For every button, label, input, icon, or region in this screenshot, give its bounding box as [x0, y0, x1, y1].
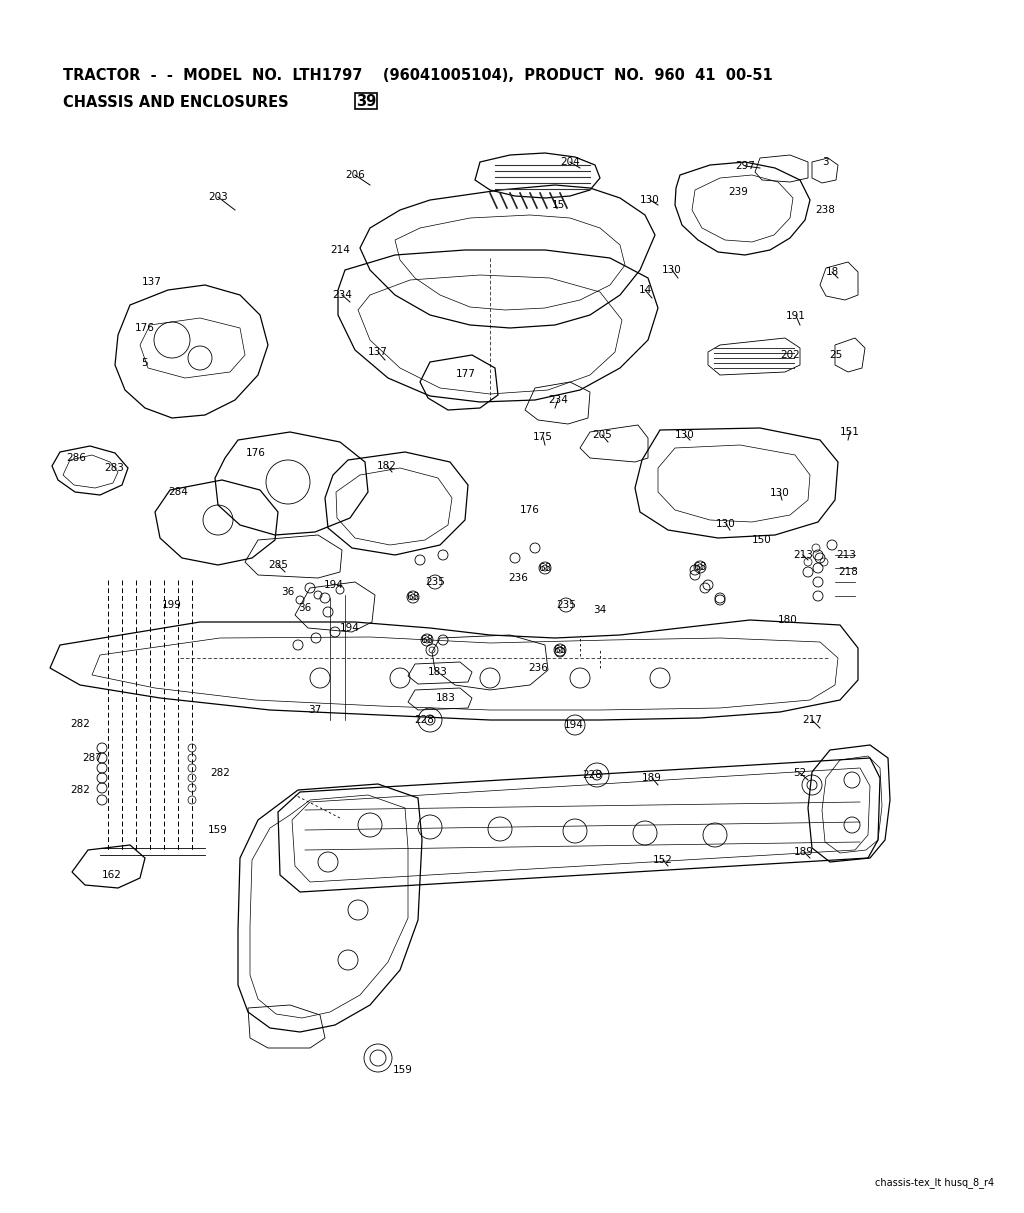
Text: 68: 68 — [539, 563, 552, 573]
Text: 282: 282 — [70, 719, 90, 729]
Text: 189: 189 — [794, 847, 814, 858]
FancyBboxPatch shape — [355, 93, 377, 109]
Text: 180: 180 — [778, 615, 798, 625]
Text: 228: 228 — [414, 714, 434, 725]
Text: 191: 191 — [786, 311, 806, 321]
Text: 235: 235 — [425, 577, 445, 587]
Text: 235: 235 — [556, 600, 575, 610]
Text: 234: 234 — [332, 290, 352, 300]
Text: 284: 284 — [168, 486, 188, 497]
Text: 137: 137 — [368, 347, 388, 357]
Text: 137: 137 — [142, 277, 162, 287]
Text: 213: 213 — [836, 549, 856, 560]
Text: 239: 239 — [728, 187, 748, 197]
Text: 175: 175 — [534, 432, 553, 442]
Text: 152: 152 — [653, 855, 673, 865]
Text: 236: 236 — [508, 573, 528, 583]
Text: 202: 202 — [780, 351, 800, 360]
Text: 177: 177 — [456, 369, 476, 378]
Text: 39: 39 — [356, 93, 376, 108]
Text: 285: 285 — [268, 560, 288, 570]
Text: 297: 297 — [735, 161, 755, 171]
Text: 15: 15 — [551, 200, 564, 210]
Text: 234: 234 — [548, 395, 568, 405]
Text: 5: 5 — [141, 358, 148, 368]
Text: 36: 36 — [282, 587, 295, 597]
Text: 183: 183 — [436, 693, 456, 704]
Text: 214: 214 — [330, 245, 350, 255]
Text: 217: 217 — [802, 714, 822, 725]
Text: 159: 159 — [393, 1065, 413, 1075]
Text: 18: 18 — [825, 267, 839, 277]
Text: 287: 287 — [82, 753, 102, 763]
Text: 282: 282 — [210, 768, 230, 778]
Text: 176: 176 — [520, 505, 540, 516]
Text: 204: 204 — [560, 156, 580, 167]
Text: 68: 68 — [421, 634, 433, 645]
Text: 282: 282 — [70, 785, 90, 795]
Text: 130: 130 — [663, 264, 682, 275]
Text: 203: 203 — [208, 192, 228, 203]
Text: 176: 176 — [246, 448, 266, 459]
Text: 283: 283 — [104, 463, 124, 473]
Text: 68: 68 — [553, 645, 566, 655]
Text: 130: 130 — [716, 519, 736, 529]
Text: 68: 68 — [407, 592, 420, 602]
Text: 228: 228 — [582, 770, 602, 780]
Text: 130: 130 — [770, 488, 790, 499]
Text: 206: 206 — [345, 170, 365, 180]
Text: 25: 25 — [829, 351, 843, 360]
Text: 34: 34 — [593, 605, 606, 615]
Text: 130: 130 — [675, 429, 695, 440]
Text: chassis-tex_lt husq_8_r4: chassis-tex_lt husq_8_r4 — [874, 1177, 994, 1188]
Text: 182: 182 — [377, 461, 397, 471]
Text: 194: 194 — [324, 580, 344, 590]
Text: 150: 150 — [752, 535, 772, 545]
Text: 205: 205 — [592, 429, 612, 440]
Text: 162: 162 — [102, 870, 122, 879]
Text: 236: 236 — [528, 664, 548, 673]
Text: 151: 151 — [840, 427, 860, 437]
Text: 14: 14 — [638, 285, 651, 295]
Text: 183: 183 — [428, 667, 447, 677]
Text: 286: 286 — [67, 452, 86, 463]
Text: 238: 238 — [815, 205, 835, 215]
Text: 199: 199 — [162, 600, 182, 610]
Text: 159: 159 — [208, 825, 228, 835]
Text: CHASSIS AND ENCLOSURES: CHASSIS AND ENCLOSURES — [63, 95, 289, 110]
Text: 68: 68 — [693, 562, 707, 573]
Text: 36: 36 — [298, 603, 311, 613]
Text: 37: 37 — [308, 705, 322, 714]
Text: 213: 213 — [793, 549, 813, 560]
Text: 218: 218 — [838, 566, 858, 577]
Text: 189: 189 — [642, 773, 662, 784]
Text: 130: 130 — [640, 195, 659, 205]
Text: 3: 3 — [821, 156, 828, 167]
Text: 194: 194 — [340, 623, 360, 633]
Text: TRACTOR  -  -  MODEL  NO.  LTH1797    (96041005104),  PRODUCT  NO.  960  41  00-: TRACTOR - - MODEL NO. LTH1797 (960410051… — [63, 68, 773, 82]
Text: 176: 176 — [135, 323, 155, 334]
Text: 194: 194 — [564, 721, 584, 730]
Text: 52: 52 — [794, 768, 807, 778]
